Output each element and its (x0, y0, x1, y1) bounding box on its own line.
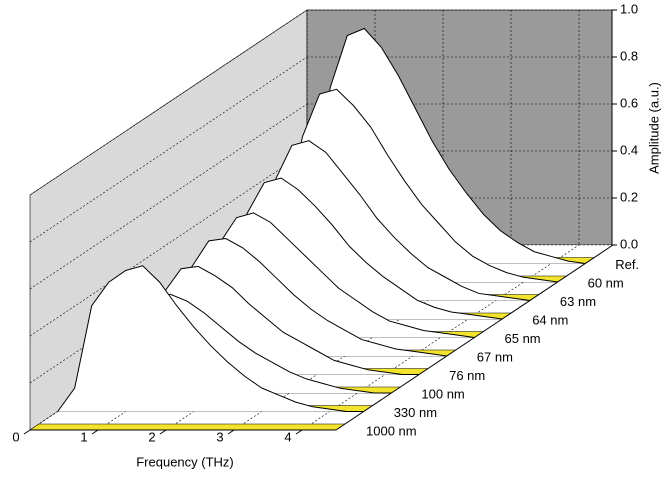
baseline-strip (29, 423, 346, 431)
x-tick (159, 429, 167, 435)
y-tick-label: 0.0 (620, 236, 638, 251)
series-label: 1000 nm (366, 423, 417, 438)
grid-line (29, 9, 308, 196)
y-axis-title: Amplitude (a.u.) (646, 82, 661, 174)
series-label: 65 nm (505, 331, 541, 346)
grid-line (29, 56, 308, 243)
x-tick-label: 0 (12, 429, 19, 444)
series-label: 60 nm (588, 275, 624, 290)
x-tick (295, 429, 303, 435)
series-label: 330 nm (394, 405, 437, 420)
x-tick (23, 429, 31, 435)
spectrum-line (196, 177, 503, 320)
spectrum-line (57, 265, 364, 412)
x-axis-title: Frequency (THz) (136, 454, 234, 469)
x-tick (91, 429, 99, 435)
x-tick-label: 3 (216, 429, 223, 444)
series-label: 100 nm (421, 386, 464, 401)
y-tick-label: 0.8 (620, 48, 638, 63)
series-label: 64 nm (532, 312, 568, 327)
y-tick-label: 1.0 (620, 1, 638, 16)
spectrum-line (140, 237, 447, 357)
series-label: 76 nm (449, 368, 485, 383)
spectrum-line (279, 27, 586, 264)
y-tick-label: 0.2 (620, 189, 638, 204)
depth-axis (335, 244, 614, 431)
x-tick-label: 2 (148, 429, 155, 444)
series-label: Ref. (615, 257, 639, 272)
x-tick (227, 429, 235, 435)
curve-fill (57, 265, 364, 412)
series-label: 67 nm (477, 349, 513, 364)
spectrum-line (251, 88, 558, 283)
grid-line (29, 150, 308, 337)
grid-line (29, 103, 308, 290)
y-tick-label: 0.4 (620, 142, 638, 157)
series-label: 63 nm (560, 294, 596, 309)
y-tick-label: 0.6 (620, 95, 638, 110)
x-tick-label: 1 (80, 429, 87, 444)
x-tick-label: 4 (284, 429, 291, 444)
